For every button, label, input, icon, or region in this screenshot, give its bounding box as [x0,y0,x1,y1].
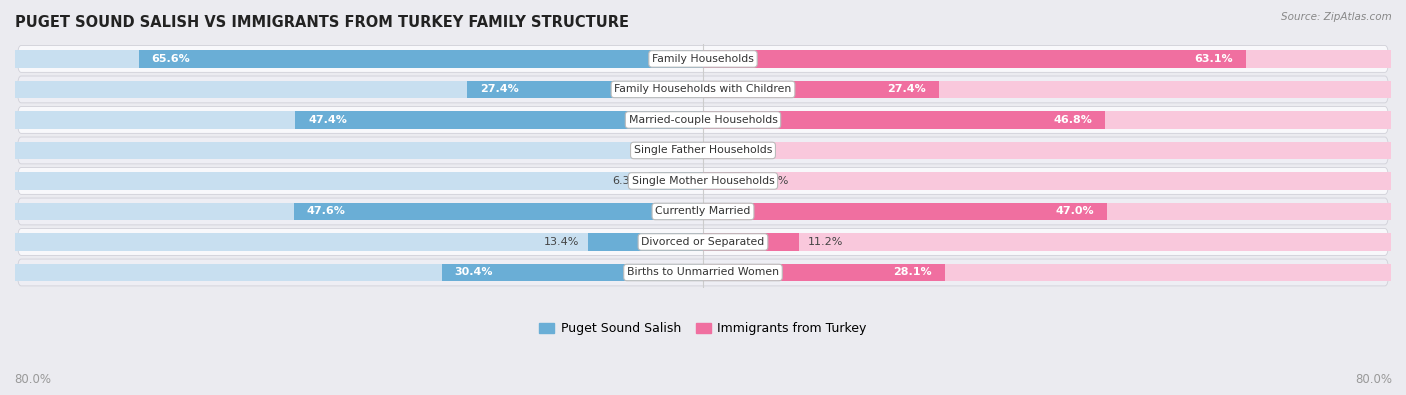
Bar [15,111,703,129]
Text: Family Households with Children: Family Households with Children [614,85,792,94]
FancyBboxPatch shape [18,229,1388,256]
FancyBboxPatch shape [18,76,1388,103]
Text: 5.7%: 5.7% [761,176,789,186]
Bar [703,81,939,98]
Bar [703,203,1391,220]
Bar [588,233,703,251]
Bar [703,50,1246,68]
Bar [15,233,703,251]
Bar [703,81,1391,98]
Bar [15,263,703,281]
Bar [15,81,703,98]
FancyBboxPatch shape [18,259,1388,286]
Text: 30.4%: 30.4% [454,267,494,277]
Bar [703,50,1391,68]
FancyBboxPatch shape [18,167,1388,194]
Bar [295,111,703,129]
Legend: Puget Sound Salish, Immigrants from Turkey: Puget Sound Salish, Immigrants from Turk… [540,322,866,335]
FancyBboxPatch shape [18,137,1388,164]
Text: Divorced or Separated: Divorced or Separated [641,237,765,247]
FancyBboxPatch shape [18,198,1388,225]
Text: PUGET SOUND SALISH VS IMMIGRANTS FROM TURKEY FAMILY STRUCTURE: PUGET SOUND SALISH VS IMMIGRANTS FROM TU… [15,15,628,30]
Bar [703,141,720,159]
Bar [703,111,1105,129]
Text: 80.0%: 80.0% [1355,373,1392,386]
Bar [467,81,703,98]
Text: 47.6%: 47.6% [307,207,346,216]
Text: 11.2%: 11.2% [808,237,844,247]
Text: Currently Married: Currently Married [655,207,751,216]
Bar [15,172,703,190]
FancyBboxPatch shape [18,107,1388,134]
Text: 27.4%: 27.4% [481,85,519,94]
Text: 46.8%: 46.8% [1053,115,1092,125]
Text: Single Father Households: Single Father Households [634,145,772,156]
FancyBboxPatch shape [18,45,1388,72]
Bar [703,172,752,190]
Text: Single Mother Households: Single Mother Households [631,176,775,186]
Bar [139,50,703,68]
Text: 47.0%: 47.0% [1056,207,1094,216]
Text: Family Households: Family Households [652,54,754,64]
Text: 2.7%: 2.7% [643,145,671,156]
Bar [703,263,945,281]
Bar [15,203,703,220]
Bar [703,172,1391,190]
Bar [679,141,703,159]
Text: 63.1%: 63.1% [1194,54,1233,64]
Text: Married-couple Households: Married-couple Households [628,115,778,125]
Text: 80.0%: 80.0% [14,373,51,386]
Bar [703,141,1391,159]
Bar [15,50,703,68]
Bar [703,263,1391,281]
Bar [703,233,1391,251]
Bar [648,172,703,190]
Text: 47.4%: 47.4% [308,115,347,125]
Text: 6.3%: 6.3% [612,176,640,186]
Text: 28.1%: 28.1% [893,267,932,277]
Text: 2.0%: 2.0% [728,145,758,156]
Bar [15,141,703,159]
Bar [703,203,1107,220]
Bar [294,203,703,220]
Bar [703,111,1391,129]
Text: Source: ZipAtlas.com: Source: ZipAtlas.com [1281,12,1392,22]
Text: 65.6%: 65.6% [152,54,190,64]
Text: Births to Unmarried Women: Births to Unmarried Women [627,267,779,277]
Bar [441,263,703,281]
Bar [703,233,800,251]
Text: 13.4%: 13.4% [544,237,579,247]
Text: 27.4%: 27.4% [887,85,925,94]
